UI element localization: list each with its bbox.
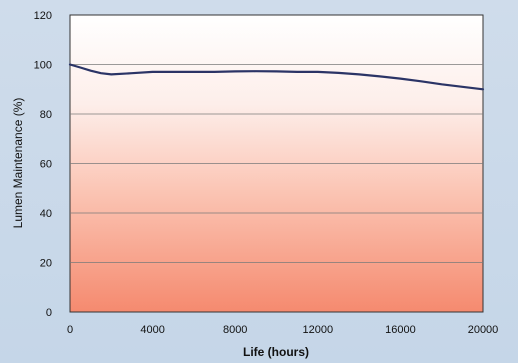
y-tick-label: 120 xyxy=(34,10,52,22)
y-axis-title: Lumen Maintenance (%) xyxy=(11,98,25,229)
y-tick-label: 40 xyxy=(40,208,52,220)
series-line xyxy=(68,63,485,91)
grid-lines xyxy=(70,64,483,263)
x-tick-label: 12000 xyxy=(303,324,334,336)
x-tick-label: 0 xyxy=(67,324,73,336)
x-axis-title: Life (hours) xyxy=(243,345,309,359)
x-tick-labels: 0 4000 8000 12000 16000 20000 xyxy=(67,324,498,336)
x-tick-label: 20000 xyxy=(468,324,499,336)
y-tick-labels: 0 20 40 60 80 100 120 xyxy=(34,10,52,319)
x-tick-label: 8000 xyxy=(223,324,247,336)
x-tick-label: 16000 xyxy=(385,324,416,336)
y-tick-label: 20 xyxy=(40,258,52,270)
y-tick-label: 0 xyxy=(46,307,52,319)
y-tick-label: 60 xyxy=(40,159,52,171)
x-tick-label: 4000 xyxy=(140,324,164,336)
y-tick-label: 80 xyxy=(40,109,52,121)
series-group xyxy=(68,63,485,91)
y-tick-label: 100 xyxy=(34,60,52,72)
